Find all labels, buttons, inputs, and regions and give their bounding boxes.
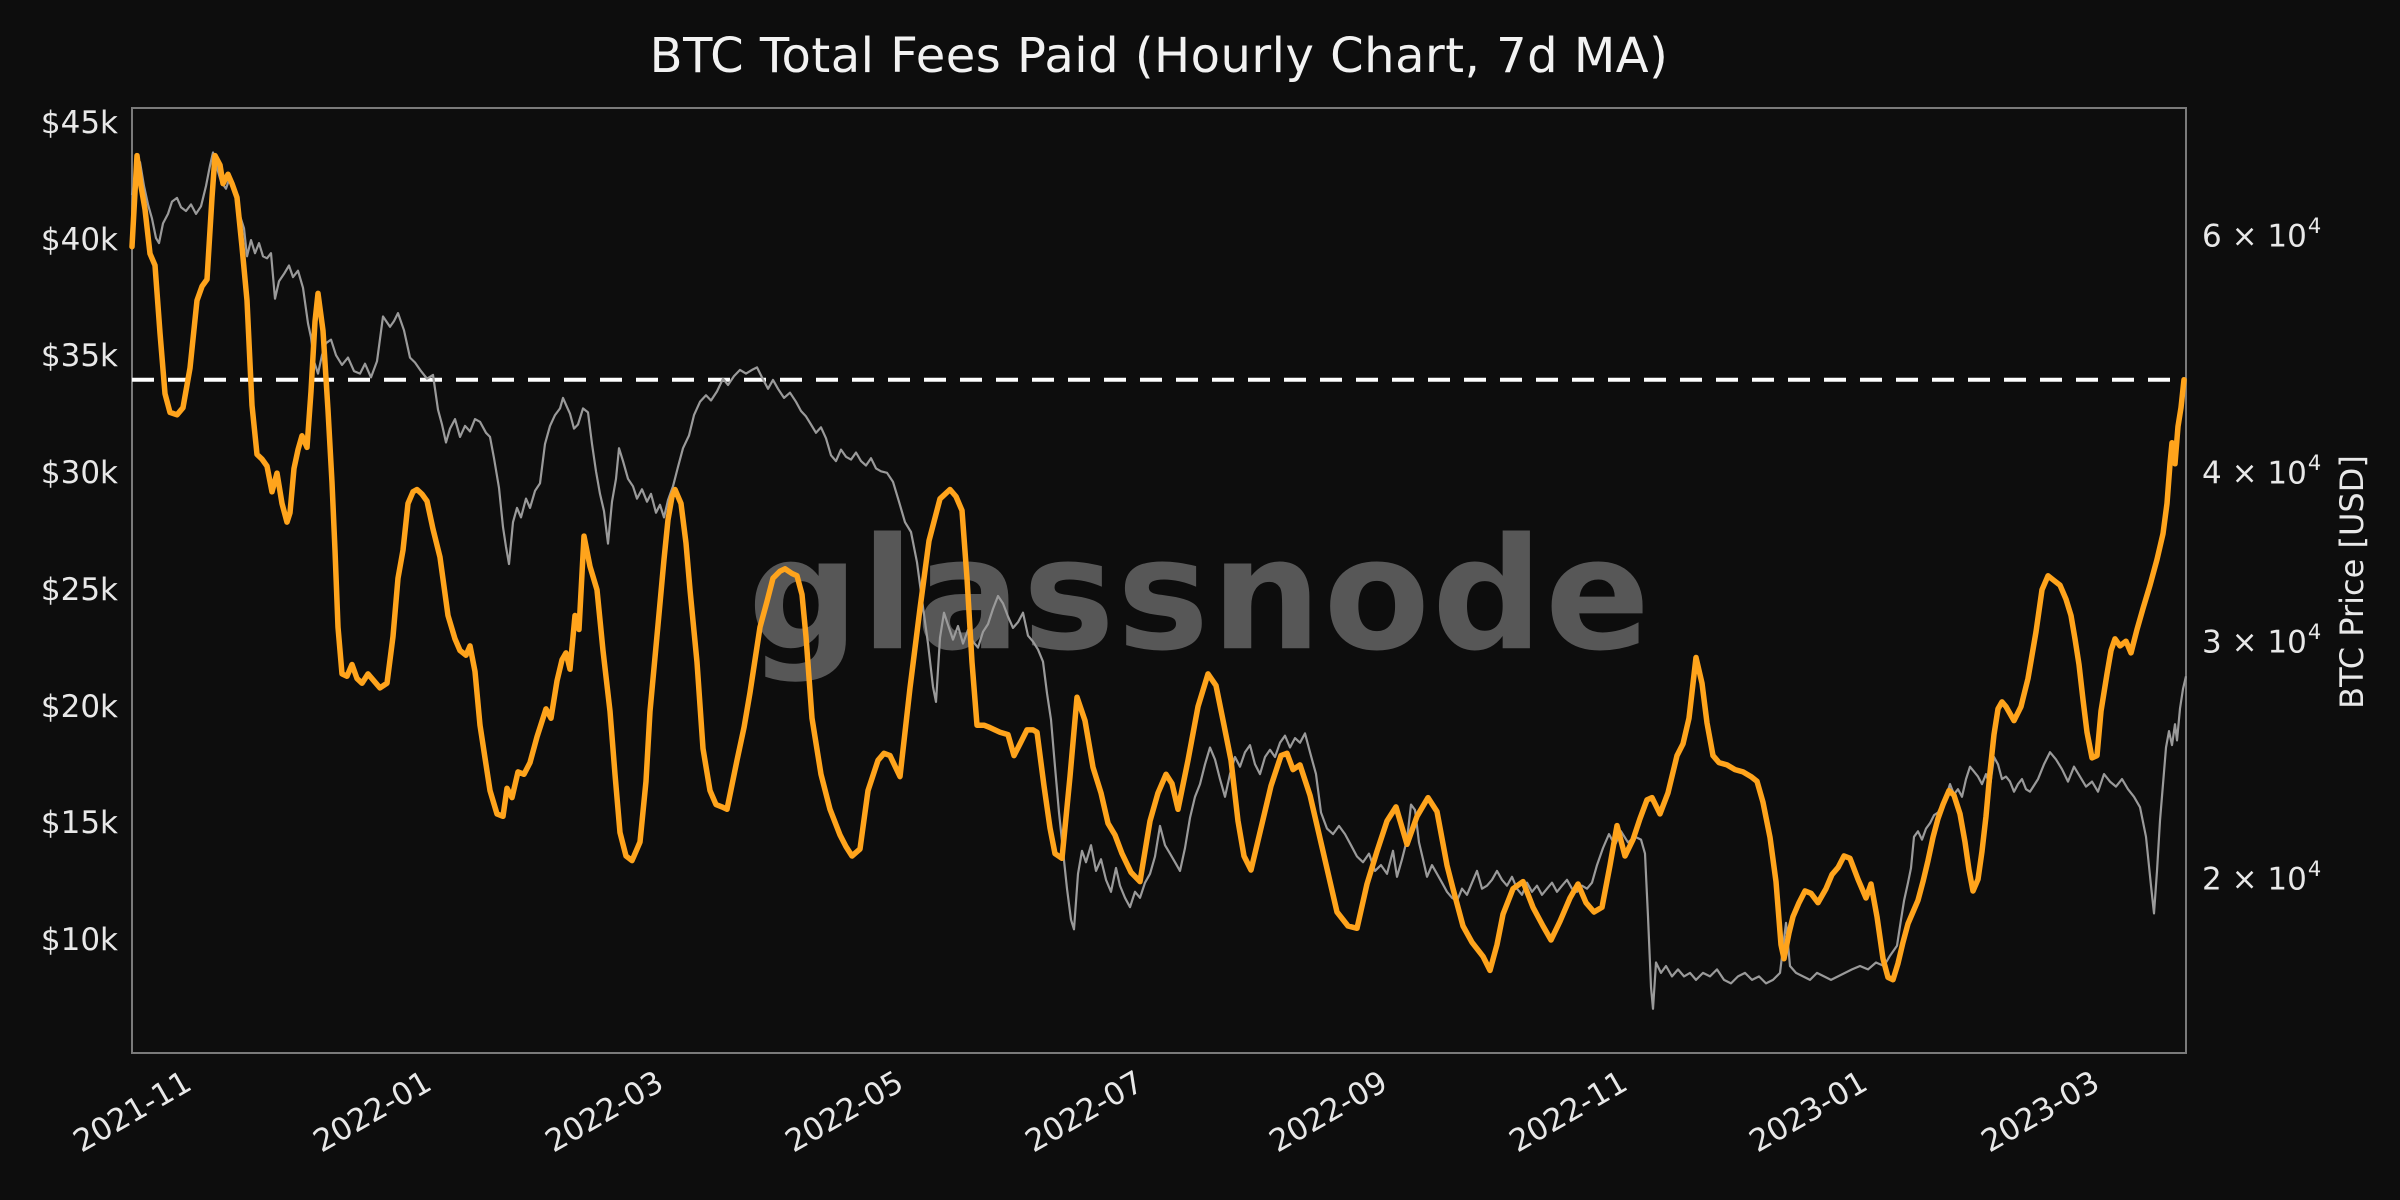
chart-title: BTC Total Fees Paid (Hourly Chart, 7d MA… (649, 28, 1669, 84)
plot-border (131, 107, 2187, 1054)
fees-paid-line (129, 152, 2187, 983)
glassnode-watermark: glassnode (747, 504, 1653, 686)
btc-price-line (130, 151, 2188, 1010)
